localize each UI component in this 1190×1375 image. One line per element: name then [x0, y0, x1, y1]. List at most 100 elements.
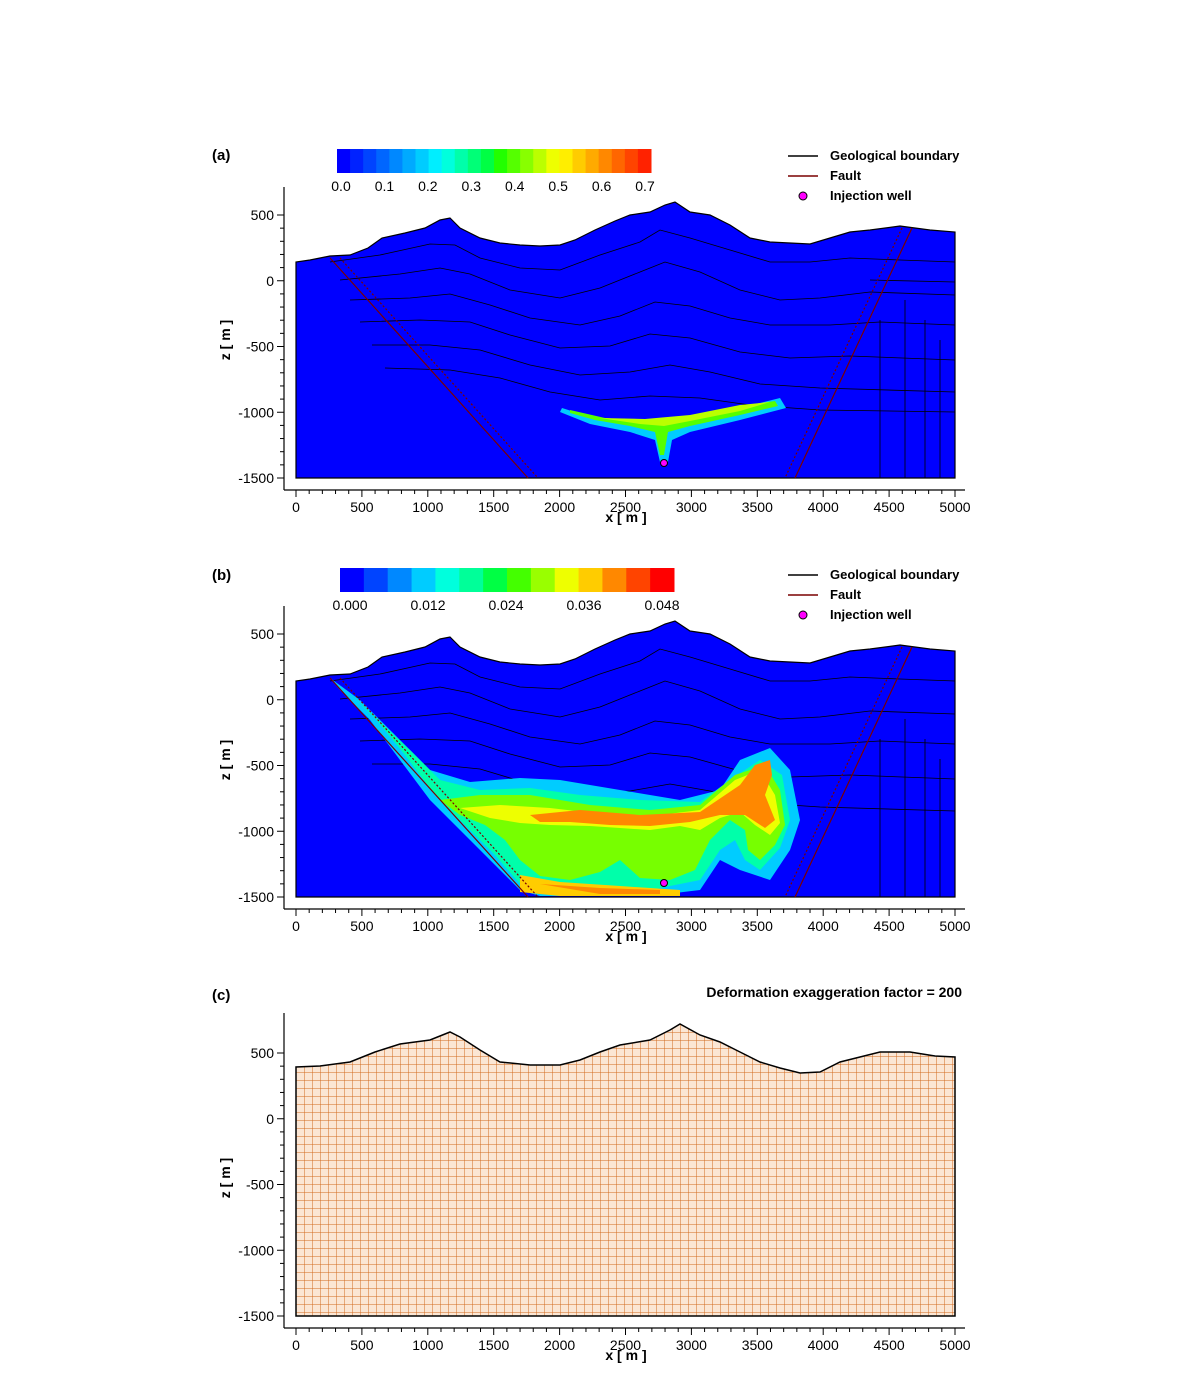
colorbar-segment [554, 568, 580, 592]
panel-c: (c) Deformation exaggeration factor = 20… [212, 984, 971, 1363]
x-tick-label: 2500 [610, 1337, 641, 1353]
y-tick-label: 0 [266, 692, 274, 708]
colorbar-segment [650, 568, 675, 592]
colorbar-segment [507, 149, 521, 173]
x-tick-label: 1500 [478, 1337, 509, 1353]
x-tick-label: 2500 [610, 499, 641, 515]
injection-well [660, 459, 668, 467]
panel-label: (c) [212, 987, 230, 1004]
x-tick-label: 1000 [412, 1337, 443, 1353]
x-tick-label: 4000 [808, 499, 839, 515]
colorbar-segment [389, 149, 403, 173]
x-tick-label: 3500 [742, 918, 773, 934]
x-tick-label: 2500 [610, 918, 641, 934]
x-tick-label: 5000 [939, 1337, 970, 1353]
colorbar-segment [428, 149, 443, 173]
axes: 0 500 1000 1500 2000 2500 3000 3500 4000 4500 5000… [238, 187, 971, 515]
colorbar-segment [480, 149, 495, 173]
legend-label: Geological boundary [830, 567, 960, 582]
panel-label: (a) [212, 147, 230, 164]
x-tick-label: 0 [292, 1337, 300, 1353]
axes: 0 500 1000 1500 2000 2500 3000 3500 4000 4500 5000… [238, 606, 971, 934]
colorbar-segment [363, 149, 377, 173]
colorbar-segment [637, 149, 652, 173]
colorbar-segment [533, 149, 547, 173]
panel-b: (b) 0.000 0.012 0.024 0.036 0.048 Geological… [212, 567, 971, 944]
co2-plume [560, 398, 786, 462]
x-tick-label: 4500 [874, 1337, 905, 1353]
colorbar-tick-label: 0.000 [332, 597, 367, 613]
domain-fill [295, 201, 956, 479]
legend: Geological boundary Fault Injection well [788, 148, 960, 203]
x-tick-label: 0 [292, 918, 300, 934]
colorbar-segment [626, 568, 651, 592]
colorbar-segment [507, 568, 532, 592]
colorbar-tick-label: 0.1 [375, 178, 395, 194]
panel-a: (a) 0.0 0.1 0.2 0.3 0.4 0.5 0.6 0.7 Geological … [212, 147, 971, 525]
colorbar-tick-label: 0.036 [566, 597, 601, 613]
y-tick-label: -500 [246, 758, 274, 774]
colorbar-segment [454, 149, 469, 173]
colorbar-ticks: 0.0 0.1 0.2 0.3 0.4 0.5 0.6 0.7 [331, 178, 655, 194]
y-axis-label: z [ m ] [217, 1158, 233, 1198]
x-axis-label: x [ m ] [605, 928, 646, 944]
x-tick-label: 0 [292, 499, 300, 515]
colorbar-segment [387, 568, 413, 592]
colorbar-segment [467, 149, 482, 173]
colorbar-segment [624, 149, 639, 173]
y-tick-label: -500 [246, 339, 274, 355]
x-tick-label: 3500 [742, 499, 773, 515]
colorbar-segment [350, 149, 364, 173]
y-axis-label: z [ m ] [217, 320, 233, 360]
legend-label: Geological boundary [830, 148, 960, 163]
colorbar-segment [337, 149, 351, 173]
y-tick-label: -1000 [238, 1242, 274, 1258]
colorbar-segment [441, 149, 456, 173]
colorbar-segment [415, 149, 430, 173]
faults [329, 646, 913, 898]
x-tick-label: 1000 [412, 499, 443, 515]
x-tick-label: 3000 [676, 1337, 707, 1353]
colorbar-tick-label: 0.7 [635, 178, 655, 194]
colorbar [340, 568, 675, 592]
x-tick-label: 5000 [939, 499, 970, 515]
y-tick-label: -1000 [238, 823, 274, 839]
y-tick-label: -1500 [238, 1308, 274, 1324]
deformed-mesh [295, 1023, 956, 1317]
x-tick-label: 3000 [676, 918, 707, 934]
y-tick-label: 500 [251, 207, 275, 223]
legend-label: Fault [830, 587, 862, 602]
legend-label: Injection well [830, 607, 912, 622]
geological-boundaries [329, 229, 956, 478]
x-tick-label: 5000 [939, 918, 970, 934]
colorbar-tick-label: 0.2 [418, 178, 438, 194]
colorbar-tick-label: 0.0 [331, 178, 351, 194]
colorbar-segment [363, 568, 389, 592]
colorbar-segment [598, 149, 613, 173]
legend-label: Injection well [830, 188, 912, 203]
x-tick-label: 2000 [544, 1337, 575, 1353]
panel-label: (b) [212, 567, 231, 584]
colorbar-segment [340, 568, 365, 592]
axes: 0 500 1000 1500 2000 2500 3000 3500 4000 4500 5000… [238, 1013, 971, 1353]
y-tick-label: 0 [266, 273, 274, 289]
plot-area [295, 201, 956, 479]
colorbar-tick-label: 0.024 [488, 597, 523, 613]
co2-plume [330, 678, 800, 896]
legend-label: Fault [830, 168, 862, 183]
x-tick-label: 4500 [874, 499, 905, 515]
colorbar-segment [559, 149, 573, 173]
x-tick-label: 4000 [808, 918, 839, 934]
plot-area [295, 1023, 956, 1317]
colorbar-segment [578, 568, 603, 592]
colorbar-tick-label: 0.048 [644, 597, 679, 613]
y-axis-label: z [ m ] [217, 740, 233, 780]
x-tick-label: 3000 [676, 499, 707, 515]
y-tick-label: 0 [266, 1111, 274, 1127]
x-axis-label: x [ m ] [605, 509, 646, 525]
colorbar-segment [494, 149, 508, 173]
x-tick-label: 4000 [808, 1337, 839, 1353]
x-tick-label: 500 [350, 1337, 374, 1353]
colorbar-segment [411, 568, 436, 592]
